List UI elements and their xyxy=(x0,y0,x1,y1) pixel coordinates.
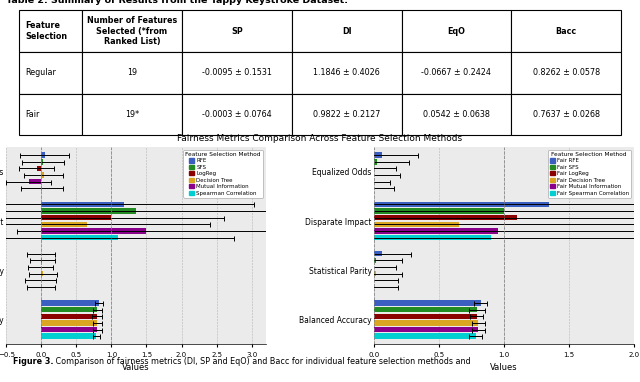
Bar xyxy=(36,166,42,171)
Bar xyxy=(365,186,374,191)
Bar xyxy=(42,300,99,306)
Bar xyxy=(368,166,374,171)
Legend: RFE, SFS, LogReg, Decision Tree, Mutual Information, Spearman Correlation: RFE, SFS, LogReg, Decision Tree, Mutual … xyxy=(184,150,263,197)
Bar xyxy=(372,284,374,290)
Bar xyxy=(374,257,376,263)
Bar xyxy=(42,235,118,240)
Bar xyxy=(371,264,374,270)
Bar xyxy=(42,307,97,312)
Bar xyxy=(374,215,517,220)
Bar xyxy=(374,228,497,234)
Bar xyxy=(41,278,42,283)
Text: Table 2. Summary of Results from the Tappy Keystroke Dataset.: Table 2. Summary of Results from the Tap… xyxy=(6,0,348,5)
Bar xyxy=(42,208,136,214)
Bar xyxy=(374,152,382,158)
Bar xyxy=(372,278,374,283)
Bar xyxy=(42,271,43,276)
Bar xyxy=(374,333,476,339)
Bar xyxy=(364,179,374,185)
Bar xyxy=(42,314,97,319)
Text: Fairness Metrics Comparison Across Feature Selection Methods: Fairness Metrics Comparison Across Featu… xyxy=(177,134,463,143)
Bar xyxy=(374,327,478,332)
X-axis label: Values: Values xyxy=(490,363,518,372)
Bar xyxy=(42,228,147,234)
Bar xyxy=(374,222,459,227)
Bar xyxy=(42,333,96,339)
Text: Figure 3.: Figure 3. xyxy=(13,357,53,366)
Bar xyxy=(368,172,374,178)
Bar xyxy=(374,235,491,240)
Bar xyxy=(374,271,376,276)
Bar xyxy=(42,172,44,178)
Bar xyxy=(374,320,478,325)
Bar xyxy=(41,251,42,256)
Bar xyxy=(374,208,504,214)
Bar xyxy=(374,314,477,319)
Bar xyxy=(42,202,124,207)
Bar xyxy=(374,202,549,207)
Bar xyxy=(42,159,43,165)
Bar xyxy=(41,264,42,270)
Bar xyxy=(42,320,97,325)
Bar xyxy=(374,300,481,306)
Bar xyxy=(42,327,97,332)
Bar xyxy=(42,215,111,220)
Bar xyxy=(29,179,42,185)
Bar xyxy=(374,307,477,312)
Bar xyxy=(374,251,382,256)
Legend: Fair RFE, Fair SFS, Fair LogReg, Fair Decision Tree, Fair Mutual Information, Fa: Fair RFE, Fair SFS, Fair LogReg, Fair De… xyxy=(548,150,631,197)
Bar xyxy=(374,159,377,165)
Bar xyxy=(42,222,87,227)
X-axis label: Values: Values xyxy=(122,363,150,372)
Text: Comparison of fairness metrics (DI, SP and EqO) and Bacc for individual feature : Comparison of fairness metrics (DI, SP a… xyxy=(54,357,471,366)
Bar xyxy=(42,152,45,158)
